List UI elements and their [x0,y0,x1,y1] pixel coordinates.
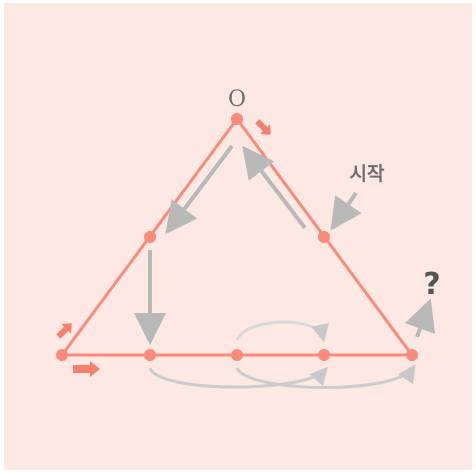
point-base-3 [318,349,330,361]
direction-arrow-base-icon [73,361,100,377]
path-arc-lower-1 [148,366,328,389]
diagram-background [4,3,472,470]
path-arc-upper [235,320,329,343]
question-label: ? [423,267,440,302]
point-base-right [406,349,418,361]
path-arrow-to-question [404,298,436,338]
path-arrow-right-mid-to-top [242,145,307,230]
point-base-left [56,349,68,361]
path-arrow-start-pointer [330,191,362,231]
path-arc-lower-2 [235,364,416,389]
point-right-mid [318,231,330,243]
direction-arrow-top-icon [255,119,271,135]
direction-arrow-left-icon [56,323,72,339]
triangle [60,117,414,357]
path-arrow-top-to-left-mid [165,144,234,235]
point-base-1 [144,349,156,361]
start-label: 시작 [350,163,385,185]
point-base-2 [231,349,243,361]
point-left-mid [144,231,156,243]
vertex-label-top: O [228,87,246,112]
point-top [231,113,243,125]
